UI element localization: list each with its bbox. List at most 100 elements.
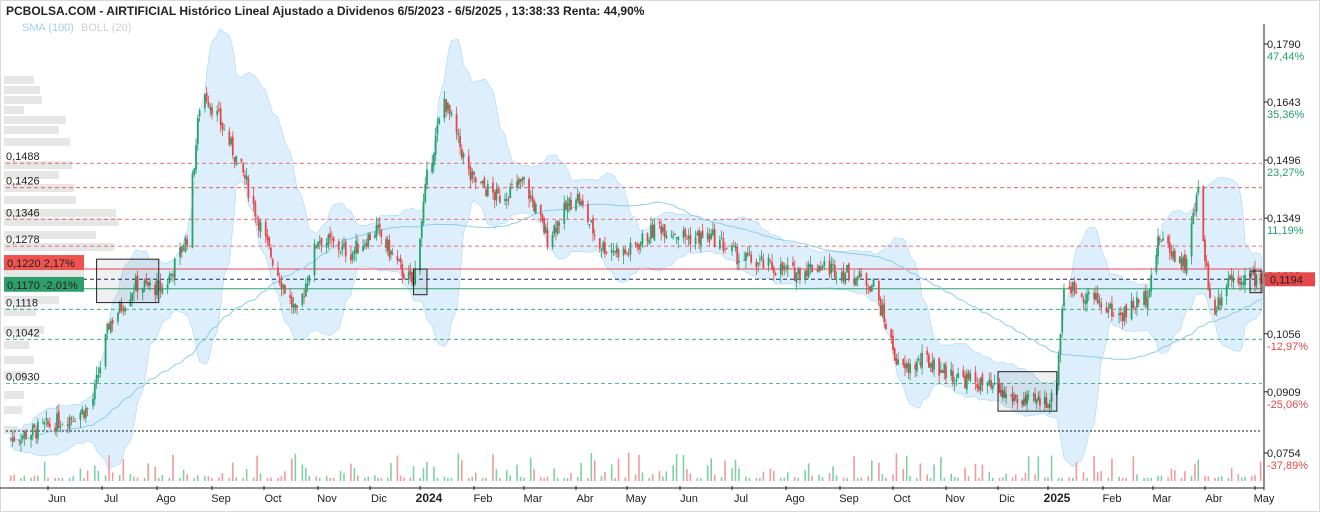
- candle-body: [978, 385, 980, 391]
- candle: [377, 218, 379, 234]
- candle: [570, 192, 572, 211]
- candle-body: [330, 239, 333, 241]
- candle-body: [106, 323, 109, 334]
- candle: [1027, 390, 1030, 401]
- candle: [929, 362, 932, 372]
- candle-body: [712, 229, 714, 235]
- candle-body: [1207, 264, 1210, 291]
- candle-body: [698, 230, 700, 244]
- candle-body: [173, 258, 176, 279]
- candle-body: [1150, 274, 1153, 292]
- candle-body: [1068, 286, 1071, 289]
- candle: [266, 228, 269, 246]
- consolidation-box: [997, 371, 1058, 412]
- boll-legend[interactable]: BOLL (20): [81, 22, 132, 34]
- candle-body: [18, 440, 21, 442]
- candle-body: [624, 249, 627, 254]
- chart-title: PCBOLSA.COM - AIRTIFICIAL Histórico Line…: [6, 4, 645, 18]
- candle-body: [1111, 303, 1113, 317]
- candle: [543, 216, 546, 236]
- candle-body: [9, 438, 12, 440]
- candle-body: [353, 250, 356, 254]
- candle: [350, 246, 352, 264]
- candle: [1024, 391, 1027, 407]
- candle-body: [818, 265, 820, 272]
- candle-body: [651, 224, 654, 238]
- candle: [1045, 392, 1048, 409]
- candle: [870, 284, 873, 292]
- candle-body: [460, 148, 463, 159]
- candle: [20, 433, 22, 452]
- candle-body: [191, 173, 194, 248]
- candle: [687, 228, 690, 247]
- candle: [743, 251, 746, 262]
- volume-bar: [617, 458, 620, 481]
- candle: [990, 372, 992, 390]
- candle: [1075, 283, 1078, 295]
- candle-body: [1204, 239, 1206, 262]
- volume-bar: [9, 475, 12, 481]
- volume-bar: [58, 477, 60, 481]
- volume-bar: [696, 477, 699, 481]
- candle: [712, 222, 714, 237]
- candle: [409, 263, 412, 282]
- volume-bar: [301, 464, 304, 481]
- volume-bar: [1047, 477, 1049, 481]
- volume-bar: [277, 477, 279, 481]
- candle: [1134, 306, 1137, 314]
- candle: [781, 261, 784, 277]
- candle: [658, 220, 661, 229]
- volume-bar: [974, 463, 977, 481]
- candle: [436, 117, 439, 143]
- volume-bar: [204, 476, 206, 481]
- candle-body: [551, 234, 554, 248]
- candle: [1255, 273, 1258, 290]
- volume-bar: [828, 473, 831, 481]
- candle: [750, 250, 753, 265]
- volume-bar: [1002, 477, 1004, 481]
- volume-bar: [291, 458, 293, 481]
- volume-profile-bar: [4, 116, 66, 124]
- candle: [965, 369, 968, 394]
- candle: [492, 176, 494, 200]
- candle-body: [686, 238, 688, 240]
- candle: [304, 278, 307, 298]
- volume-bar: [516, 464, 518, 481]
- candle-body: [474, 177, 477, 183]
- candle-body: [1125, 304, 1128, 318]
- volume-bar: [104, 475, 107, 481]
- candle: [529, 190, 532, 203]
- candle-body: [897, 359, 900, 365]
- candle-body: [860, 274, 863, 277]
- candle: [56, 405, 58, 437]
- candle: [369, 232, 371, 241]
- volume-bar: [419, 477, 421, 481]
- candle-body: [746, 253, 749, 256]
- candle: [402, 271, 405, 280]
- candle-body: [793, 267, 796, 281]
- candle-body: [1173, 250, 1176, 262]
- candle-body: [1005, 394, 1007, 398]
- candle: [434, 127, 437, 162]
- candle: [706, 227, 709, 243]
- volume-bar: [720, 476, 723, 481]
- candle: [320, 237, 323, 253]
- volume-bar: [218, 477, 220, 481]
- candle-body: [43, 422, 46, 425]
- candle: [939, 361, 942, 374]
- candle-body: [840, 272, 843, 281]
- candle: [154, 281, 157, 303]
- candle: [407, 265, 410, 285]
- x-tick-label: Jul: [104, 493, 118, 505]
- candle: [147, 281, 150, 289]
- candle: [467, 148, 470, 176]
- sma-legend[interactable]: SMA (100): [22, 22, 74, 34]
- candle-body: [445, 99, 448, 112]
- candle-body: [1240, 282, 1243, 285]
- candle: [1178, 256, 1181, 265]
- volume-bar: [280, 476, 283, 481]
- volume-bar: [700, 477, 702, 481]
- candle-body: [166, 284, 169, 290]
- candle: [97, 366, 100, 383]
